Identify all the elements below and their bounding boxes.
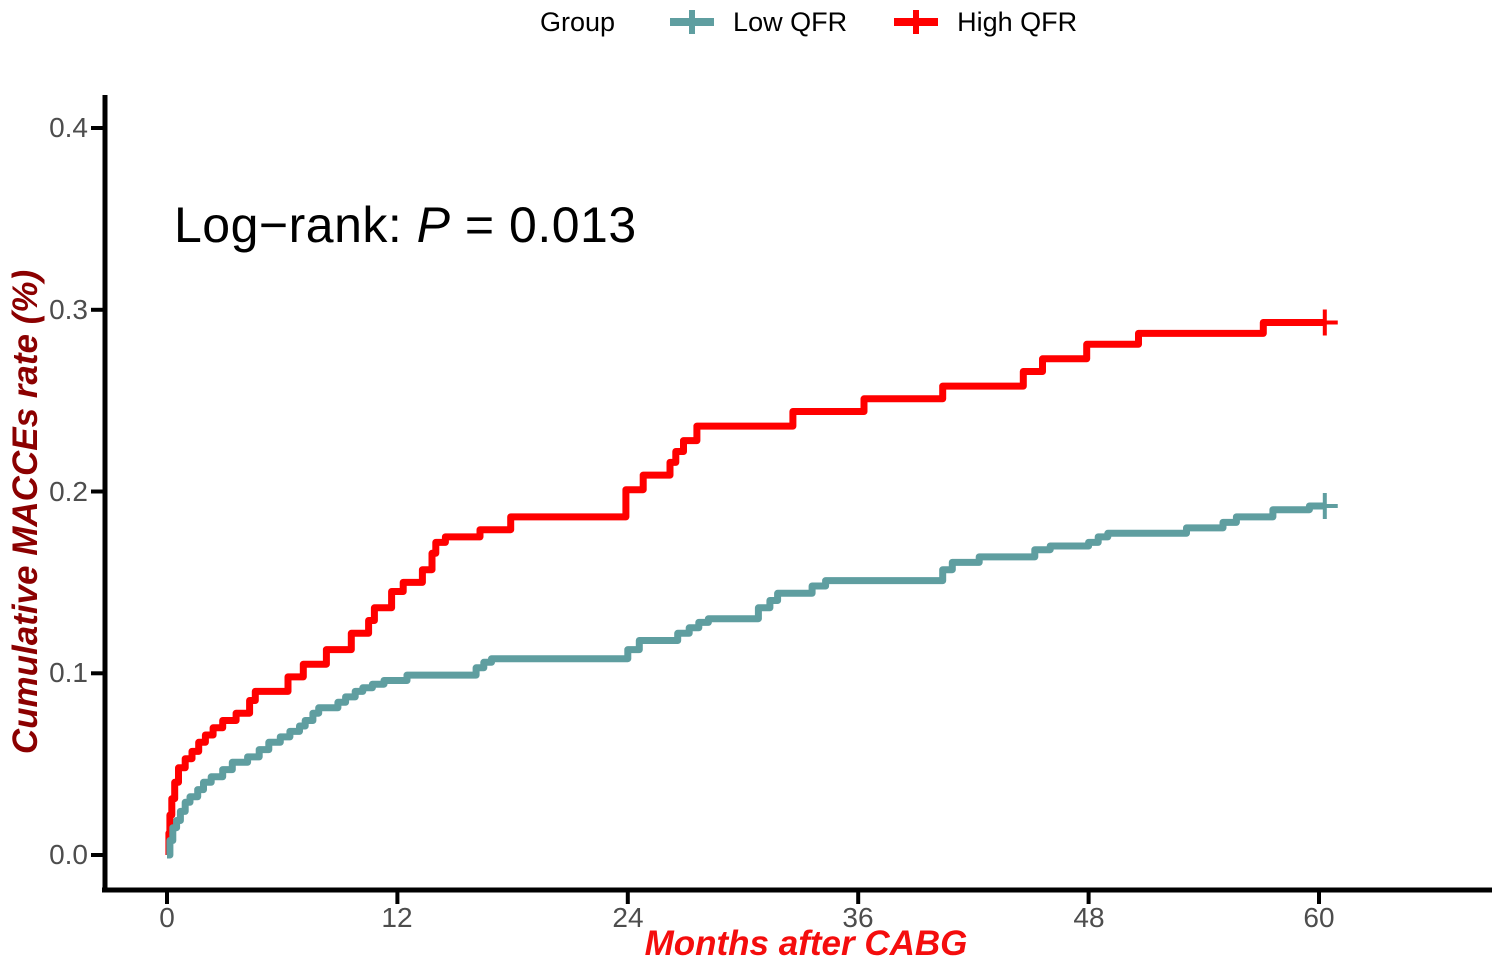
logrank-p-symbol: P — [416, 197, 451, 253]
y-tick-label: 0.3 — [49, 294, 88, 325]
x-tick-label: 0 — [159, 902, 175, 933]
legend: Group Low QFR High QFR — [540, 2, 1077, 42]
plus-censor-icon-high — [894, 10, 939, 34]
x-tick-label: 48 — [1073, 902, 1105, 933]
legend-label-high-qfr: High QFR — [957, 6, 1078, 37]
legend-title: Group — [540, 6, 616, 37]
y-tick-label: 0.0 — [49, 839, 88, 870]
logrank-value: = 0.013 — [450, 197, 637, 253]
y-tick-label: 0.2 — [49, 476, 88, 507]
y-tick-label: 0.4 — [49, 112, 88, 143]
legend-label-low-qfr: Low QFR — [733, 6, 848, 37]
x-tick-label: 36 — [842, 902, 874, 933]
x-tick-label: 60 — [1303, 902, 1335, 933]
x-axis-title: Months after CABG — [644, 924, 968, 963]
y-tick-label: 0.1 — [49, 657, 88, 688]
plus-censor-icon-low — [670, 10, 715, 34]
logrank-prefix: Log−rank: — [174, 197, 417, 253]
x-tick-label: 12 — [381, 902, 413, 933]
legend-item-low-qfr: Low QFR — [669, 7, 847, 38]
logrank-annotation: Log−rank: P = 0.013 — [174, 196, 637, 254]
x-tick-label: 24 — [612, 902, 644, 933]
legend-item-high-qfr: High QFR — [893, 7, 1077, 38]
